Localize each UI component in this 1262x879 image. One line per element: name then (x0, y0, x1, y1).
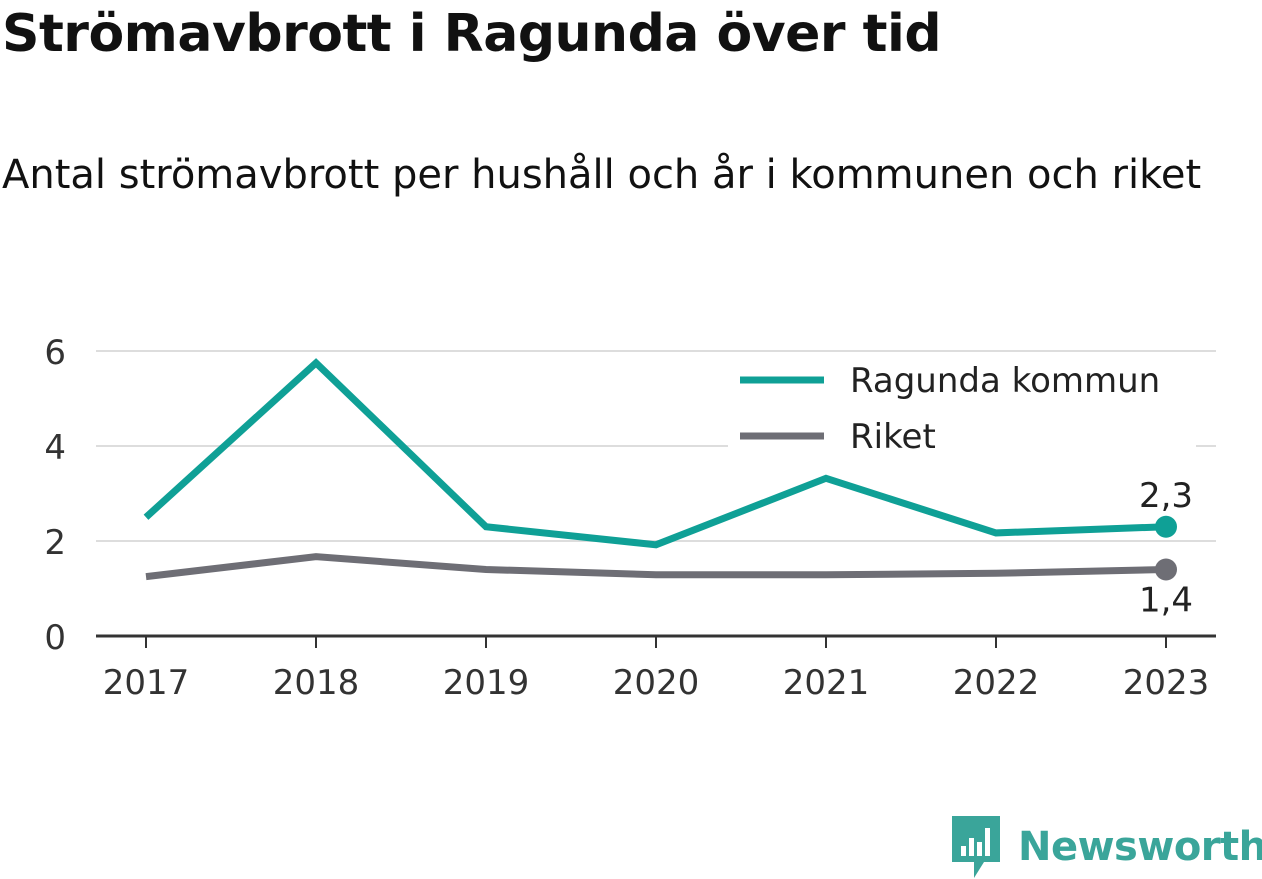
newsworthy-logo-icon (952, 816, 1000, 878)
chart-subtitle: Antal strömavbrott per hushåll och år i … (2, 152, 1202, 198)
x-axis: 2017 2018 2019 2020 2021 2022 2023 (96, 634, 1216, 703)
chart-title: Strömavbrott i Ragunda över tid (2, 4, 942, 64)
x-tick-label: 2023 (1123, 663, 1210, 703)
y-axis-tick-labels: 0 2 4 6 (44, 333, 66, 658)
x-tick-label: 2018 (273, 663, 360, 703)
y-tick-label: 2 (44, 523, 66, 563)
x-tick-label: 2020 (613, 663, 700, 703)
series-lines (143, 358, 1177, 581)
legend-background (728, 354, 1196, 464)
newsworthy-brand: Newsworthy (952, 816, 1262, 878)
end-labels: 2,3 1,4 (1139, 476, 1193, 621)
x-tick-label: 2022 (953, 663, 1040, 703)
x-tick-label: 2017 (103, 663, 190, 703)
data-label: 1,4 (1139, 581, 1193, 621)
y-tick-label: 4 (44, 428, 66, 468)
series-end-point (1155, 515, 1177, 538)
series-line (145, 553, 1167, 581)
data-label: 2,3 (1139, 476, 1193, 516)
x-tick-label: 2019 (443, 663, 530, 703)
brand-name: Newsworthy (1018, 824, 1262, 870)
legend-label: Riket (850, 417, 936, 457)
legend-label: Ragunda kommun (850, 361, 1160, 401)
y-tick-label: 0 (44, 618, 66, 658)
y-tick-label: 6 (44, 333, 66, 373)
series-line (143, 358, 1167, 549)
x-tick-label: 2021 (783, 663, 870, 703)
legend: Ragunda kommun Riket (728, 354, 1196, 464)
series-end-point (1155, 558, 1177, 581)
